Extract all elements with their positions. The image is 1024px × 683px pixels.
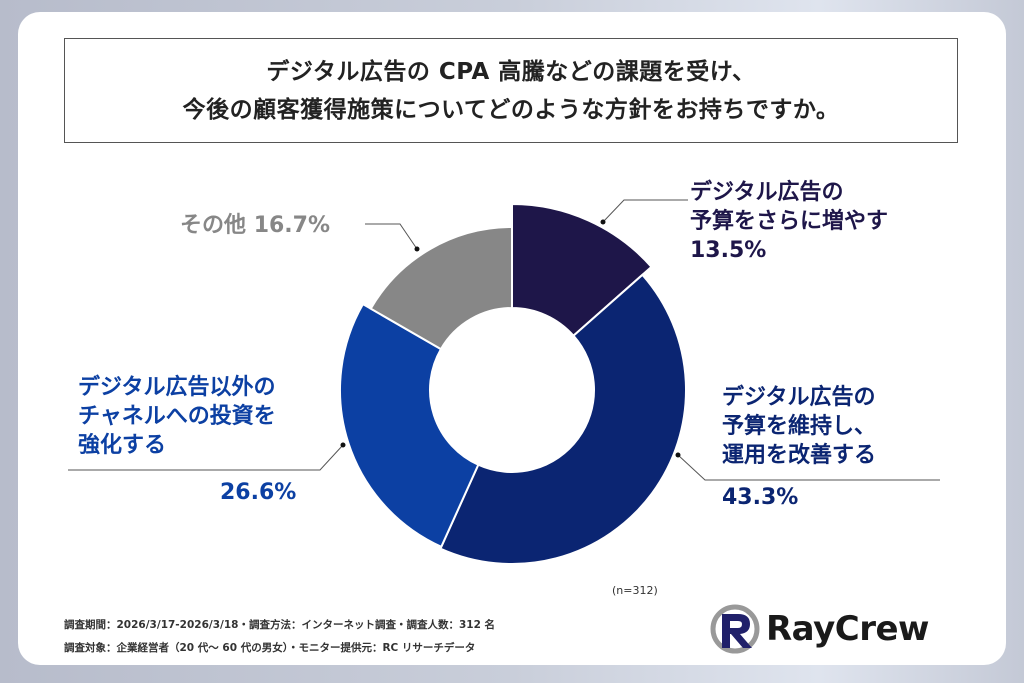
- logo-text: RayCrew: [766, 609, 929, 649]
- leader-dot-1: [675, 452, 681, 458]
- slice-2-value: 26.6%: [220, 480, 297, 505]
- slice-2-label-line: デジタル広告以外の: [78, 375, 276, 400]
- slice-3-value: 16.7%: [253, 213, 331, 238]
- donut-slice-0: [511, 202, 653, 338]
- logo-mark-icon: [710, 604, 760, 654]
- slice-3-label: その他: [180, 213, 247, 238]
- label-slice-0: デジタル広告の 予算をさらに増やす 13.5%: [690, 178, 888, 265]
- leader-line-0: [602, 199, 688, 223]
- title-line-2: 今後の顧客獲得施策についてどのような方針をお持ちですか。: [182, 96, 840, 123]
- slice-1-label-line: 運用を改善する: [722, 443, 877, 468]
- leader-dot-3: [414, 246, 420, 252]
- label-slice-2: デジタル広告以外の チャネルへの投資を 強化する: [78, 373, 276, 460]
- donut-slice-3: [369, 225, 513, 351]
- donut-slice-1: [439, 273, 687, 565]
- donut-slice-2: [339, 302, 480, 549]
- slice-0-value: 13.5%: [690, 238, 767, 263]
- sample-size: (n=312): [612, 584, 658, 597]
- label-slice-3: その他 16.7%: [180, 211, 330, 240]
- leader-line-2: [68, 444, 344, 471]
- slice-0-label-line: 予算をさらに増やす: [690, 209, 889, 234]
- slice-1-label-line: 予算を維持し、: [722, 414, 877, 439]
- leader-dot-2: [340, 442, 346, 448]
- leader-line-1: [677, 454, 940, 481]
- slice-2-label-line: 強化する: [78, 433, 167, 458]
- question-title: デジタル広告の CPA 高騰などの課題を受け、 今後の顧客獲得施策についてどのよ…: [64, 38, 958, 143]
- footer-survey-target: 調査対象：企業経営者（20 代〜 60 代の男女）・モニター提供元：RC リサー…: [64, 642, 476, 654]
- label-slice-1: デジタル広告の 予算を維持し、 運用を改善する 43.3%: [722, 383, 876, 512]
- leader-line-3: [365, 223, 418, 250]
- slice-2-label-line: チャネルへの投資を: [78, 404, 276, 429]
- leader-dot-0: [600, 219, 606, 225]
- raycrew-logo: RayCrew: [710, 604, 929, 654]
- slice-0-label-line: デジタル広告の: [690, 180, 844, 205]
- slice-1-value: 43.3%: [722, 485, 799, 510]
- slice-1-label-line: デジタル広告の: [722, 385, 876, 410]
- footer-survey-period: 調査期間：2026/3/17-2026/3/18・調査方法：インターネット調査・…: [64, 619, 496, 631]
- title-line-1: デジタル広告の CPA 高騰などの課題を受け、: [266, 58, 756, 85]
